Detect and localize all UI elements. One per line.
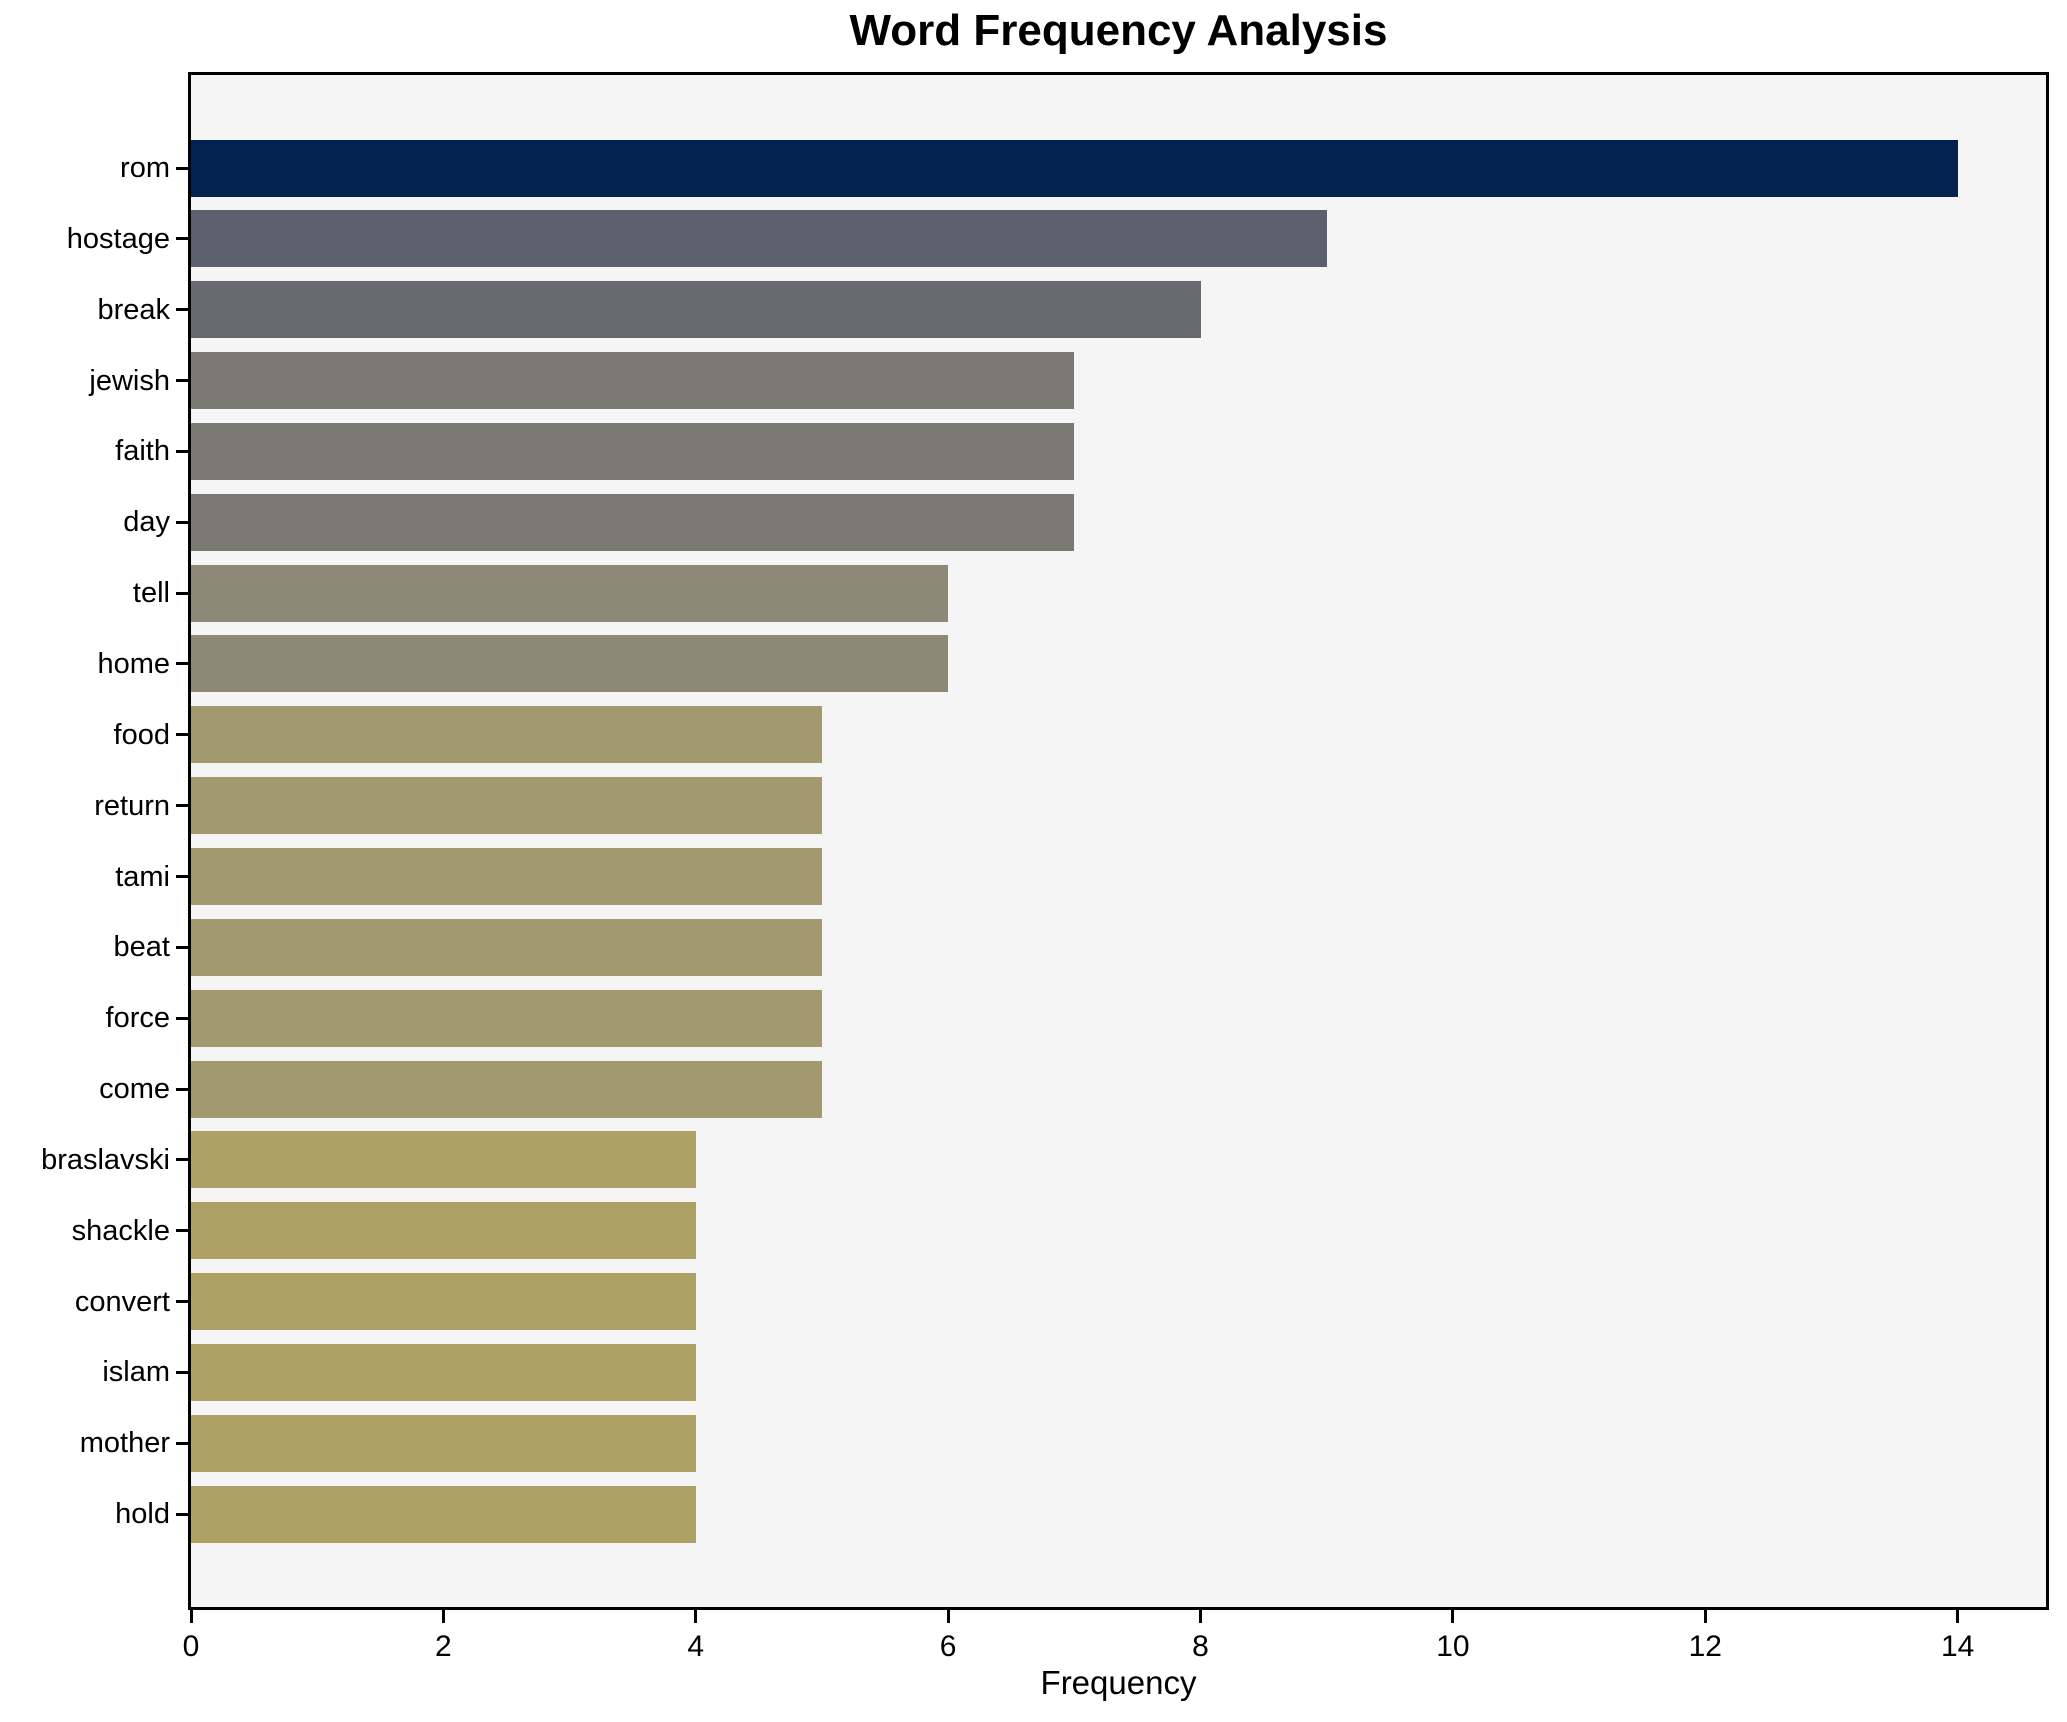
bar-tell: [191, 564, 949, 622]
bar-tami: [191, 848, 822, 905]
x-tick-mark: [1199, 1610, 1203, 1623]
bar-day: [191, 493, 1075, 551]
x-tick-label: 10: [1436, 1630, 1470, 1663]
x-tick-mark: [1703, 1610, 1707, 1623]
bar-return: [191, 777, 822, 835]
y-tick-label: braslavski: [41, 1143, 170, 1176]
y-tick-mark: [176, 520, 188, 524]
bar-islam: [191, 1343, 696, 1401]
x-tick-label: 2: [435, 1630, 452, 1663]
plot-area: [188, 72, 2049, 1610]
y-tick-label: shackle: [71, 1214, 170, 1247]
y-tick-label: rom: [120, 152, 170, 184]
bar-beat: [191, 918, 822, 976]
bar-force: [191, 989, 822, 1047]
y-tick-label: break: [97, 293, 170, 326]
x-tick-label: 8: [1192, 1630, 1209, 1663]
y-tick-label: home: [97, 647, 170, 680]
x-axis-title: Frequency: [1040, 1664, 1197, 1701]
x-tick-label: 12: [1688, 1630, 1722, 1663]
y-tick-label: day: [123, 506, 170, 539]
x-tick-mark: [1451, 1610, 1455, 1623]
y-tick-mark: [176, 945, 188, 949]
bar-faith: [191, 422, 1075, 480]
bar-hold: [191, 1485, 696, 1543]
y-tick-mark: [176, 166, 188, 170]
bar-convert: [191, 1273, 696, 1331]
y-tick-label: hostage: [66, 222, 170, 255]
y-tick-label: force: [105, 1002, 170, 1035]
y-tick-mark: [176, 875, 188, 878]
x-tick-label: 6: [939, 1630, 957, 1663]
x-tick-mark: [441, 1610, 445, 1623]
bar-break: [191, 281, 1201, 339]
bar-food: [191, 706, 822, 764]
y-tick-mark: [176, 237, 188, 241]
x-tick-mark: [1956, 1610, 1960, 1623]
x-tick-mark: [946, 1610, 950, 1623]
y-tick-label: islam: [102, 1356, 170, 1389]
y-tick-mark: [176, 1016, 188, 1020]
y-axis: rom hostage break jewish faith day tell home foo…: [0, 0, 188, 1722]
y-tick-label: beat: [113, 931, 170, 964]
x-tick-label: 4: [687, 1630, 705, 1663]
y-tick-mark: [176, 308, 188, 312]
y-tick-label: jewish: [89, 364, 170, 397]
x-tick-label: 14: [1940, 1630, 1975, 1663]
y-tick-mark: [176, 1512, 188, 1516]
y-tick-label: convert: [74, 1285, 170, 1318]
y-tick-label: tami: [115, 860, 170, 893]
chart-title: Word Frequency Analysis: [849, 6, 1388, 55]
y-tick-mark: [176, 1300, 188, 1304]
y-tick-mark: [176, 449, 188, 453]
bar-jewish: [191, 352, 1075, 410]
y-tick-mark: [176, 1441, 188, 1445]
y-tick-mark: [176, 1370, 188, 1374]
y-tick-mark: [176, 591, 188, 595]
y-tick-mark: [176, 662, 188, 666]
x-tick-mark: [694, 1610, 698, 1623]
y-tick-label: mother: [79, 1427, 170, 1460]
bar-mother: [191, 1414, 696, 1472]
y-tick-mark: [176, 733, 188, 737]
x-tick-mark: [189, 1610, 193, 1623]
y-tick-label: come: [99, 1073, 170, 1106]
bar-shackle: [191, 1202, 696, 1260]
bar-rom: [191, 139, 1958, 197]
y-tick-label: tell: [132, 577, 170, 610]
bar-home: [191, 635, 949, 693]
y-tick-label: faith: [115, 435, 170, 468]
bar-braslavski: [191, 1131, 696, 1189]
y-tick-label: food: [113, 718, 170, 751]
y-tick-label: return: [94, 789, 170, 822]
bar-come: [191, 1060, 822, 1118]
y-tick-mark: [176, 1229, 188, 1233]
y-tick-mark: [176, 1087, 188, 1091]
y-tick-mark: [176, 1158, 188, 1162]
y-tick-mark: [176, 804, 188, 808]
y-tick-label: hold: [115, 1498, 170, 1531]
y-tick-mark: [176, 379, 188, 383]
bar-hostage: [191, 210, 1327, 268]
